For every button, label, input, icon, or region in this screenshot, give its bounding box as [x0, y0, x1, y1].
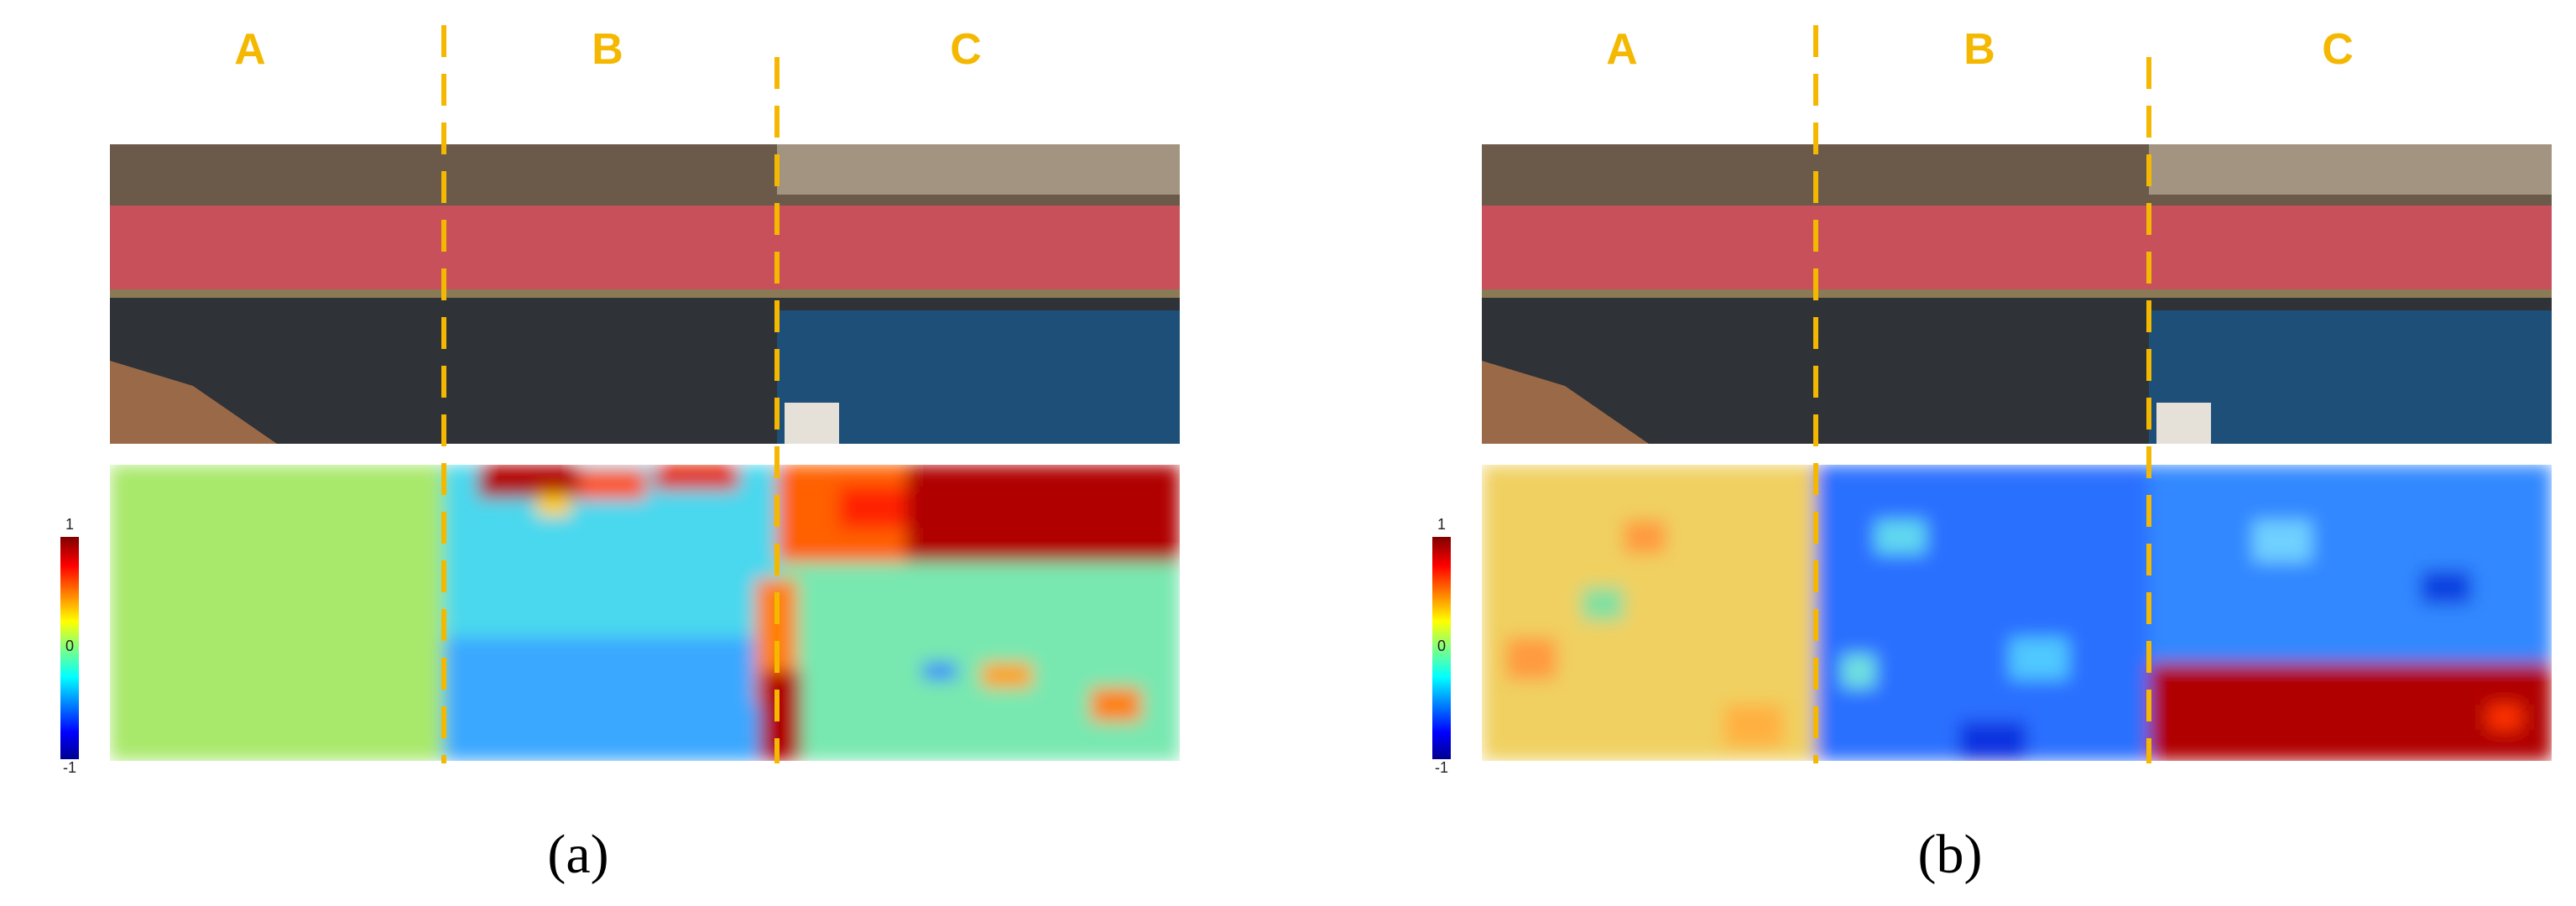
colorbar-tick: 1: [65, 516, 74, 533]
photo-white: [2156, 403, 2211, 444]
panel: 1 0 -1 A B C (a): [60, 25, 1180, 885]
photo-blue: [777, 310, 1180, 444]
heat-cell: [1582, 587, 1624, 621]
photo-stripe: [1482, 289, 2552, 299]
heat-cell: [2488, 705, 2521, 730]
colorbar-tick: -1: [63, 759, 76, 776]
heat-cell: [1724, 705, 1783, 747]
heatmap: [1482, 465, 2552, 761]
zone-label: B: [1963, 25, 1995, 74]
photo-red-band: [110, 206, 1180, 294]
zone-label: A: [234, 25, 266, 74]
heat-cell: [654, 465, 738, 490]
heat-cell: [2149, 465, 2552, 663]
colorbar-tick: 1: [1437, 516, 1446, 533]
heat-cell: [1091, 688, 1141, 721]
heat-cell: [1875, 520, 1926, 554]
heat-cell: [579, 470, 646, 499]
heat-cell: [2010, 638, 2068, 680]
photo-red-band: [1482, 206, 2552, 294]
heatmap-cells: [110, 465, 1180, 761]
caption: (b): [1918, 824, 1983, 885]
colorbar-tick: -1: [1435, 759, 1448, 776]
heat-cell: [923, 663, 957, 680]
photo-white: [785, 403, 839, 444]
heat-cell: [110, 465, 444, 761]
photo-stripe: [110, 289, 1180, 299]
heat-cell: [839, 487, 906, 528]
heat-cell: [906, 465, 1180, 562]
heat-cell: [1624, 520, 1666, 554]
photo-corner: [110, 361, 277, 444]
heat-cell: [2149, 663, 2552, 761]
heat-cell: [1506, 638, 1557, 680]
heat-cell: [2253, 520, 2312, 562]
photo-top-light: [2149, 144, 2552, 195]
heatmap-cells: [1482, 465, 2552, 761]
photo: [1482, 144, 2552, 444]
zone-label: C: [2322, 25, 2354, 74]
colorbar-tick: 0: [65, 638, 74, 654]
photo-corner: [1482, 361, 1649, 444]
colorbar-tick: 0: [1437, 638, 1446, 654]
heat-cell: [1959, 721, 2026, 761]
zone-label: A: [1606, 25, 1638, 74]
heat-cell: [2421, 570, 2471, 604]
colorbar: [60, 537, 79, 759]
photo-top-light: [777, 144, 1180, 195]
heat-cell: [478, 465, 579, 498]
zone-label: C: [950, 25, 982, 74]
heat-cell: [444, 638, 777, 761]
zone-label: B: [592, 25, 623, 74]
heatmap: [110, 465, 1180, 761]
colorbar: [1432, 537, 1451, 759]
heat-cell: [537, 495, 571, 516]
photo-blue: [2149, 310, 2552, 444]
heat-cell: [1816, 465, 2149, 761]
heat-cell: [759, 671, 801, 761]
photo: [110, 144, 1180, 444]
heat-cell: [982, 663, 1032, 688]
panel: 1 0 -1 A B C (b): [1432, 25, 2552, 885]
heat-cell: [1842, 654, 1875, 688]
caption: (a): [547, 824, 608, 885]
